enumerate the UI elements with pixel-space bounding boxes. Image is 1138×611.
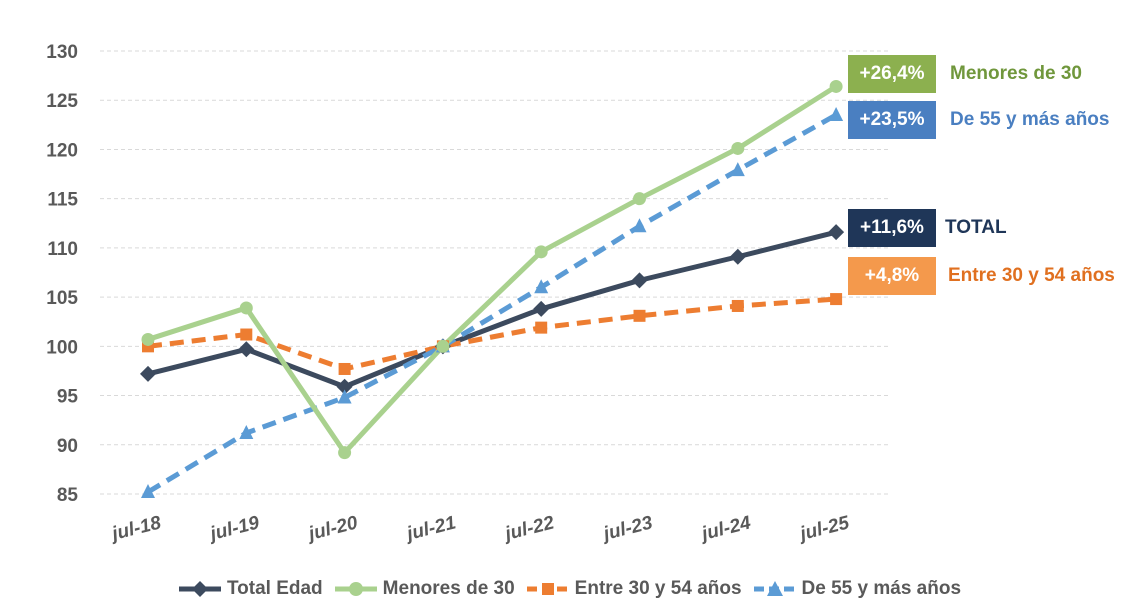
data-point bbox=[535, 321, 548, 334]
y-axis: 85 90 95 100 105 110 115 120 125 130 bbox=[46, 42, 78, 506]
x-tick-label: jul-23 bbox=[599, 512, 656, 545]
data-point bbox=[829, 79, 843, 93]
legend-item-entre-30-y-54[interactable]: Entre 30 y 54 años bbox=[525, 578, 742, 600]
data-point bbox=[338, 362, 351, 375]
data-point bbox=[436, 339, 450, 353]
annotation-label: Menores de 30 bbox=[950, 63, 1082, 84]
data-point bbox=[533, 300, 550, 317]
data-point bbox=[534, 279, 549, 294]
data-point bbox=[240, 328, 253, 341]
legend-marker-square-icon bbox=[526, 583, 569, 595]
y-tick-label: 90 bbox=[57, 436, 78, 457]
grid-lines bbox=[100, 50, 890, 495]
legend-marker-diamond-icon bbox=[178, 581, 221, 597]
data-point bbox=[140, 365, 156, 382]
series-markers bbox=[140, 79, 845, 499]
data-point bbox=[141, 484, 155, 499]
legend-item-total-edad[interactable]: Total Edad bbox=[177, 578, 323, 600]
series-lines bbox=[146, 84, 838, 495]
legend-item-menores-de-30[interactable]: Menores de 30 bbox=[333, 578, 515, 600]
data-point bbox=[238, 341, 255, 358]
annotation-label: Entre 30 y 54 años bbox=[948, 265, 1115, 286]
legend-label: Entre 30 y 54 años bbox=[574, 578, 742, 599]
data-point bbox=[631, 272, 648, 289]
y-tick-label: 115 bbox=[47, 190, 78, 211]
annotation-badge: +26,4% bbox=[848, 55, 936, 93]
y-tick-label: 100 bbox=[46, 337, 78, 358]
data-point bbox=[730, 162, 745, 177]
data-point bbox=[633, 309, 646, 322]
data-point bbox=[337, 389, 352, 404]
series-line bbox=[147, 84, 838, 456]
y-tick-label: 110 bbox=[47, 239, 78, 260]
annotation-label: De 55 y más años bbox=[950, 109, 1110, 130]
legend-marker-triangle-icon bbox=[753, 581, 796, 596]
data-point bbox=[731, 141, 745, 155]
data-point bbox=[731, 299, 744, 312]
legend: Total Edad Menores de 30 Entre 30 y 54 a… bbox=[0, 578, 1138, 600]
legend-label: De 55 y más años bbox=[801, 578, 962, 599]
data-point bbox=[141, 332, 155, 346]
x-tick-label: jul-22 bbox=[500, 512, 557, 545]
series-line bbox=[147, 229, 837, 390]
data-point bbox=[828, 224, 845, 241]
y-tick-label: 130 bbox=[46, 42, 78, 63]
legend-item-de-55-y-mas[interactable]: De 55 y más años bbox=[752, 578, 961, 600]
data-point bbox=[729, 248, 746, 265]
x-tick-label: jul-24 bbox=[697, 512, 754, 545]
data-point bbox=[338, 446, 352, 460]
y-tick-label: 95 bbox=[57, 387, 79, 408]
data-point bbox=[239, 424, 254, 439]
annotation-label: TOTAL bbox=[945, 217, 1007, 238]
y-tick-label: 85 bbox=[57, 485, 79, 506]
data-point bbox=[336, 378, 353, 395]
data-point bbox=[239, 301, 253, 315]
data-point bbox=[632, 218, 647, 233]
legend-label: Menores de 30 bbox=[382, 578, 515, 599]
annotation-badge: +23,5% bbox=[848, 101, 936, 139]
x-axis: jul-18 jul-19 jul-20 jul-21 jul-22 jul-23 jul-… bbox=[107, 512, 852, 545]
data-point bbox=[534, 245, 548, 259]
annotation-badge: +11,6% bbox=[848, 209, 936, 247]
x-tick-label: jul-19 bbox=[205, 512, 262, 545]
series-line bbox=[147, 296, 837, 372]
x-tick-label: jul-18 bbox=[107, 512, 164, 545]
x-tick-label: jul-20 bbox=[304, 512, 361, 545]
y-tick-label: 125 bbox=[46, 91, 78, 112]
annotation-badge: +4,8% bbox=[848, 257, 936, 295]
data-point bbox=[829, 106, 844, 121]
y-tick-label: 120 bbox=[46, 140, 78, 161]
y-tick-label: 105 bbox=[46, 288, 78, 309]
series-line bbox=[146, 112, 838, 495]
x-tick-label: jul-21 bbox=[402, 512, 458, 545]
data-point bbox=[830, 293, 843, 306]
legend-label: Total Edad bbox=[226, 578, 323, 599]
x-tick-label: jul-25 bbox=[795, 512, 852, 545]
data-point bbox=[633, 192, 646, 206]
legend-marker-circle-icon bbox=[334, 582, 377, 596]
